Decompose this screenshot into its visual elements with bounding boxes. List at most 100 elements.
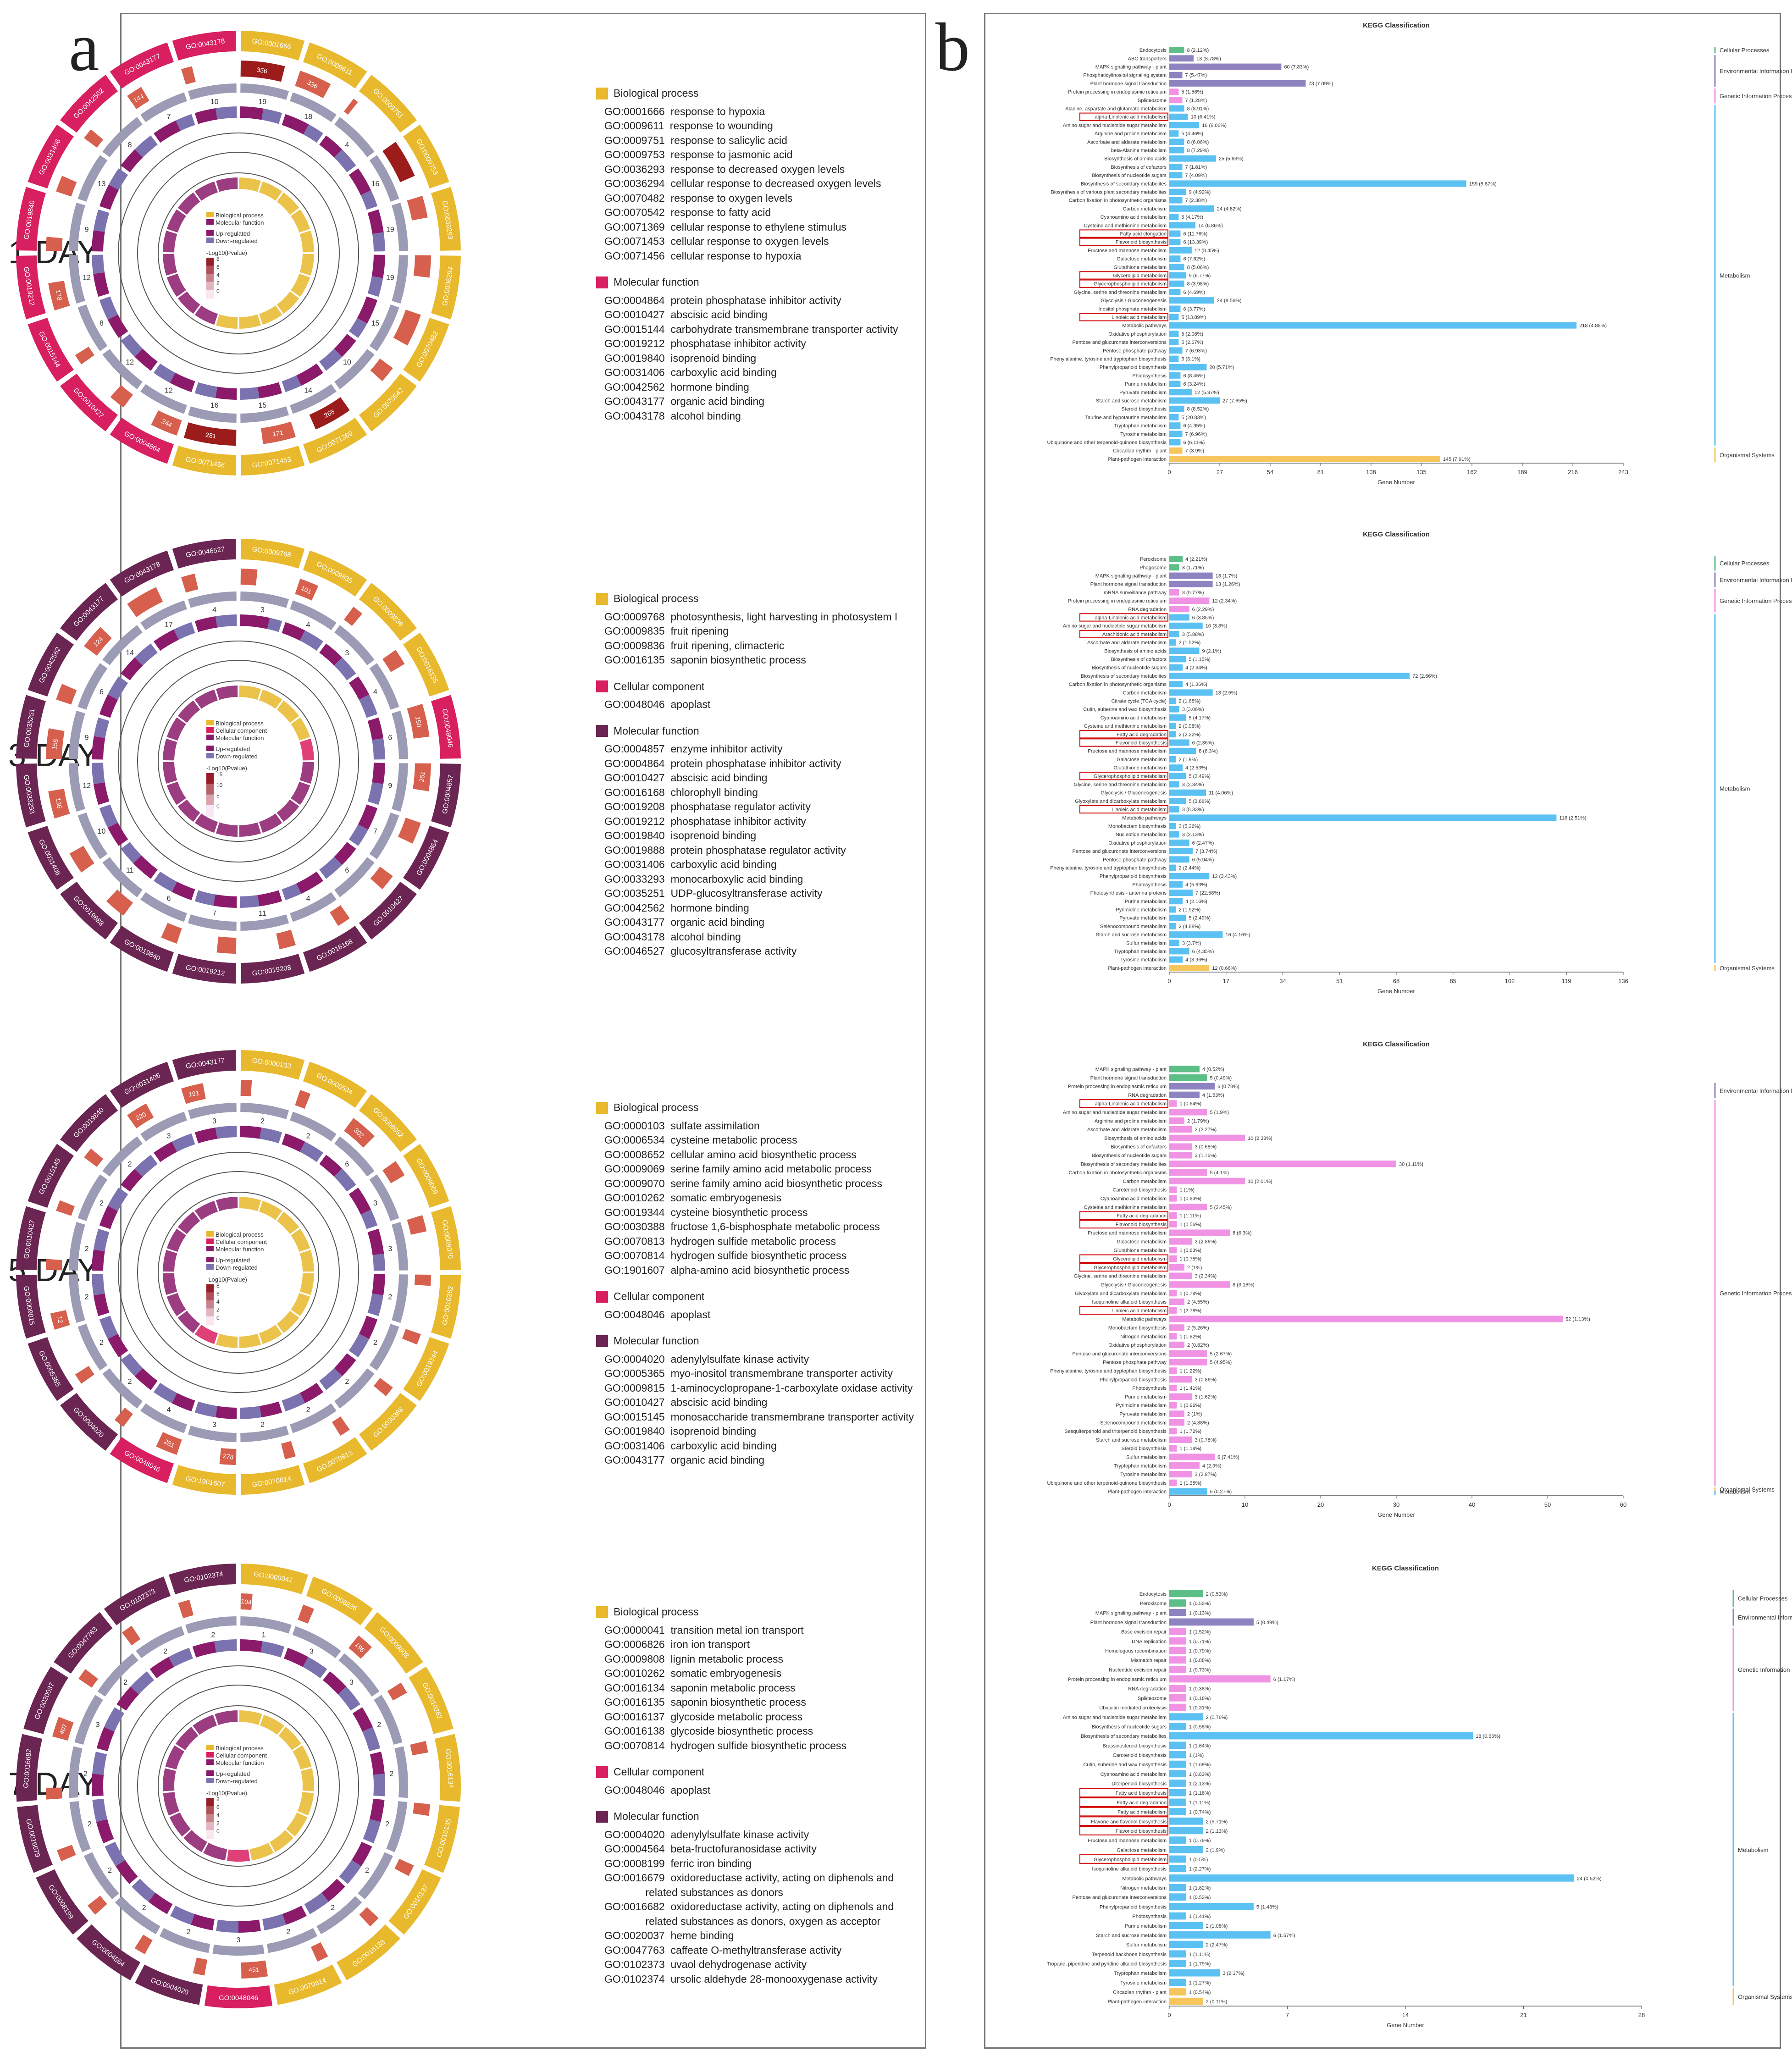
kegg-group-label: Organismal Systems: [1720, 1486, 1775, 1493]
kegg-bar-category: Pentose and glucuronate interconversions: [1073, 1895, 1167, 1901]
kegg-bar: [1169, 255, 1181, 262]
go-term: GO:0019840 isoprenoid binding: [604, 1425, 757, 1437]
go-significance-bar: [407, 196, 428, 221]
go-down-regulated-bar: [168, 1647, 193, 1667]
kegg-bar-value-label: 3 (8.33%): [1182, 807, 1204, 813]
go-legend-title: Biological process: [614, 1606, 699, 1618]
kegg-bar: [1169, 1333, 1177, 1340]
go-legend-swatch: [596, 1766, 608, 1778]
kegg-bar-category: Phenylpropanoid biosynthesis: [1100, 1377, 1167, 1382]
go-down-regulated-bar: [319, 857, 343, 879]
go-count-bar: [369, 304, 399, 351]
go-legend-title: Biological process: [614, 592, 699, 604]
kegg-bar: [1169, 1264, 1184, 1271]
go-significance-bar: [183, 422, 237, 446]
kegg-bar: [1169, 681, 1183, 688]
kegg-bar: [1169, 122, 1200, 128]
kegg-x-axis-label: Gene Number: [1387, 2022, 1424, 2029]
go-up-regulated-bar: [334, 842, 356, 865]
go-down-regulated-bar: [94, 717, 110, 738]
inner-legend-scale-tick: 6: [216, 1291, 220, 1297]
go-count-bar: [374, 1695, 403, 1745]
kegg-bar-category: Protein processing in endoplasmic reticu…: [1068, 1677, 1167, 1682]
kegg-bar-value-label: 7 (1.28%): [1185, 98, 1207, 103]
go-term: GO:0035251 UDP-glucosyltransferase activ…: [604, 887, 823, 899]
kegg-bar-value-label: 1 (0.53%): [1189, 1895, 1211, 1901]
kegg-x-tick-label: 27: [1217, 469, 1223, 475]
go-down-regulated-bar: [282, 375, 301, 392]
inner-legend-label: Biological process: [216, 1231, 264, 1238]
go-term: GO:0010427 abscisic acid binding: [604, 1396, 768, 1408]
kegg-bar-value-label: 3 (5.88%): [1182, 632, 1204, 637]
go-count-label: 9: [85, 734, 89, 742]
kegg-group-label: Genetic Information Processing: [1720, 597, 1792, 604]
kegg-x-axis-label: Gene Number: [1377, 1511, 1415, 1518]
go-up-regulated-bar: [194, 616, 217, 632]
go-down-regulated-bar: [267, 618, 282, 632]
kegg-bar-category: Inositol phosphate metabolism: [1098, 306, 1167, 312]
kegg-bar-value-label: 5 (4.1%): [1210, 1170, 1229, 1176]
kegg-bar: [1169, 1083, 1215, 1090]
go-count-label: 3: [212, 1421, 216, 1429]
go-significance-bar: [413, 255, 431, 278]
go-legend-title: Molecular function: [614, 1335, 699, 1347]
go-up-regulated-bar: [372, 763, 385, 785]
go-significance-bar: [382, 650, 405, 672]
go-legend-header: Biological process: [596, 86, 935, 101]
kegg-group-label: Genetic Information Processing: [1720, 1290, 1792, 1297]
guide-ring-0: [158, 1192, 319, 1353]
go-count-label: 12: [165, 387, 173, 394]
go-count-label: 2: [85, 1293, 89, 1301]
go-up-regulated-bar: [93, 1294, 110, 1316]
go-count-label: 7: [373, 828, 377, 835]
go-sector-outer: [431, 1275, 461, 1339]
go-sector-outer: [16, 1734, 43, 1802]
go-significance-bar: [407, 704, 430, 739]
kegg-bar-value-label: 2 (1.68%): [1179, 699, 1201, 704]
go-sector-outer: [54, 1612, 113, 1674]
kegg-bar-category: Biosynthesis of amino acids: [1104, 1136, 1167, 1141]
kegg-bar-value-label: 7 (1.81%): [1185, 165, 1207, 170]
kegg-bar: [1169, 1074, 1207, 1081]
kegg-bar-value-label: 2 (1.13%): [1206, 1829, 1228, 1834]
go-count-bar: [392, 710, 408, 759]
kegg-bar-category: Tryptophan metabolism: [1114, 1971, 1167, 1976]
go-down-regulated-bar: [194, 890, 216, 906]
go-term: GO:0009611 response to wounding: [604, 120, 773, 132]
go-down-regulated-bar: [319, 348, 343, 371]
kegg-bar: [1169, 72, 1183, 78]
kegg-bar-category: Carbon fixation in photosynthetic organi…: [1069, 198, 1167, 204]
go-significance-bar: [52, 1717, 74, 1741]
go-sector-gene-label: 178: [55, 289, 63, 301]
go-sector-outer: [16, 1275, 46, 1339]
kegg-bar-category: Tyrosine metabolism: [1120, 431, 1167, 437]
go-sector-outer: [431, 187, 461, 251]
kegg-bar-category: Biosynthesis of amino acids: [1104, 648, 1167, 654]
kegg-bar: [1169, 381, 1181, 387]
inner-legend-scale-tick: 0: [216, 1315, 220, 1321]
go-legend-spacer: [596, 1753, 935, 1765]
kegg-bar-category: Peroxisome: [1140, 1601, 1167, 1607]
go-sector-outer: [303, 1437, 367, 1483]
go-down-regulated-bar: [176, 114, 195, 131]
go-sector-outer: [364, 1612, 423, 1674]
go-term: GO:0046527 glucosyltransferase activity: [604, 945, 797, 957]
go-significance-bar: [69, 846, 94, 873]
go-count-bar: [140, 600, 187, 630]
go-sector-outer: [431, 763, 461, 828]
go-count-label: 4: [212, 606, 216, 614]
kegg-bar-value-label: 10 (6.41%): [1191, 115, 1216, 120]
go-significance-bar: [295, 71, 331, 99]
go-up-regulated-bar: [92, 736, 105, 760]
kegg-group-label: Genetic Information Processing: [1720, 93, 1792, 100]
go-rich-factor-bar: [166, 781, 186, 805]
go-count-bar: [292, 1626, 341, 1658]
kegg-bar: [1169, 1410, 1184, 1417]
kegg-bar: [1169, 1780, 1186, 1787]
go-legend-header: Cellular component: [596, 1765, 935, 1780]
kegg-bar: [1169, 1272, 1192, 1279]
go-legend-title: Cellular component: [614, 1766, 705, 1778]
go-count-label: 1: [262, 1631, 266, 1639]
kegg-bar-value-label: 5 (4.46%): [1181, 131, 1203, 137]
kegg-highlight-box: [1079, 1099, 1168, 1108]
